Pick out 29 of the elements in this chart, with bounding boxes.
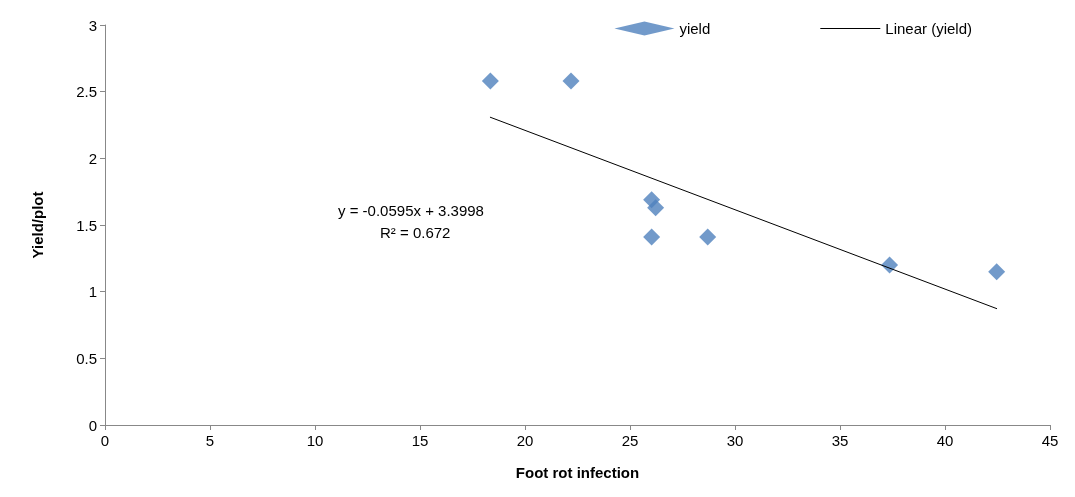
x-tick-label: 40 xyxy=(936,432,954,449)
x-tick-label: 5 xyxy=(205,432,215,449)
annotation: y = -0.0595x + 3.3998 xyxy=(338,202,484,219)
y-tick-label: 2.5 xyxy=(76,83,97,101)
point xyxy=(481,72,499,90)
x-axis-title: Foot rot infection xyxy=(515,464,640,481)
y-tick-label: 0.5 xyxy=(76,349,97,367)
point xyxy=(562,72,580,90)
point xyxy=(988,263,1006,281)
point xyxy=(647,199,665,217)
x-tick-label: 25 xyxy=(621,432,639,449)
legend-label: yield xyxy=(679,20,711,37)
x-tick-label: 45 xyxy=(1041,432,1059,449)
point xyxy=(699,228,717,246)
y-tick-label: 3 xyxy=(88,16,97,34)
annotation: R² = 0.672 xyxy=(380,224,451,241)
point xyxy=(643,228,661,246)
x-tick-label: 0 xyxy=(100,432,110,449)
x-tick-label: 10 xyxy=(306,432,324,449)
y-tick-label: 1 xyxy=(88,283,97,301)
y-tick-label: 0 xyxy=(88,416,97,434)
y-tick-label: 2 xyxy=(88,149,97,167)
x-tick-label: 35 xyxy=(831,432,849,449)
y-tick-label: 1.5 xyxy=(76,216,97,234)
y-axis-title: Yield/plot xyxy=(29,191,46,259)
x-tick-label: 30 xyxy=(726,432,744,449)
x-tick-label: 20 xyxy=(516,432,534,449)
legend-label: Linear (yield) xyxy=(885,20,973,37)
x-tick-label: 15 xyxy=(411,432,429,449)
